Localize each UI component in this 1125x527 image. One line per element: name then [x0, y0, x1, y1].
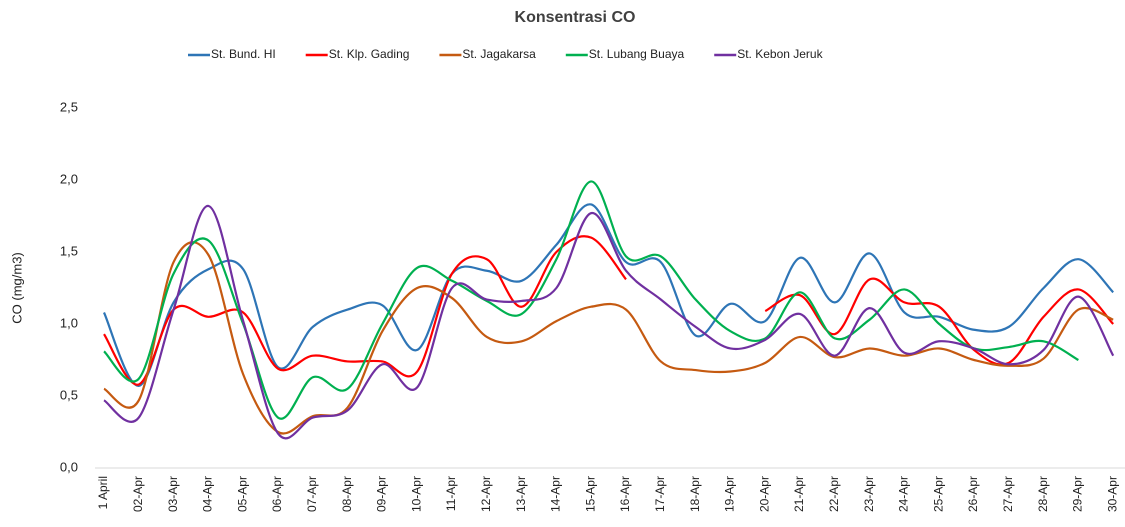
x-tick-label: 14-Apr: [549, 476, 563, 512]
x-tick-label: 27-Apr: [1001, 476, 1015, 512]
x-tick-label: 07-Apr: [305, 476, 319, 512]
x-tick-label: 20-Apr: [757, 476, 771, 512]
legend-label: St. Kebon Jeruk: [737, 47, 823, 61]
x-tick-label: 13-Apr: [514, 476, 528, 512]
x-tick-label: 15-Apr: [583, 476, 597, 512]
x-tick-label: 12-Apr: [479, 476, 493, 512]
x-tick-label: 18-Apr: [688, 476, 702, 512]
x-tick-label: 06-Apr: [270, 476, 284, 512]
x-tick-label: 08-Apr: [340, 476, 354, 512]
x-tick-label: 17-Apr: [653, 476, 667, 512]
y-tick-label: 0,5: [60, 387, 78, 402]
y-tick-label: 1,0: [60, 315, 78, 330]
series-line: [103, 235, 627, 386]
x-tick-label: 29-Apr: [1071, 476, 1085, 512]
x-tick-label: 21-Apr: [792, 476, 806, 512]
legend-label: St. Lubang Buaya: [589, 47, 685, 61]
x-tick-label: 04-Apr: [201, 476, 215, 512]
x-tick-label: 22-Apr: [827, 476, 841, 512]
x-tick-label: 30-Apr: [1105, 476, 1119, 512]
series-line: [103, 204, 1115, 440]
legend-label: St. Jagakarsa: [462, 47, 536, 61]
series-line: [102, 203, 1114, 388]
x-tick-label: 26-Apr: [966, 476, 980, 512]
legend: St. Bund. HI St. Klp. Gading St. Jagakarsa…: [188, 47, 824, 61]
x-tick-label: 25-Apr: [931, 476, 945, 512]
x-tick-label: 24-Apr: [897, 476, 911, 512]
x-tick-label: 11-Apr: [444, 476, 458, 511]
y-tick-label: 2,5: [60, 99, 78, 114]
x-tick-label: 10-Apr: [409, 476, 423, 512]
x-tick-label: 28-Apr: [1036, 476, 1050, 512]
y-tick-label: 1,5: [60, 243, 78, 258]
y-tick-label: 0,0: [60, 459, 78, 474]
x-tick-label: 03-Apr: [166, 476, 180, 512]
legend-label: St. Klp. Gading: [329, 47, 410, 61]
legend-label: St. Bund. HI: [211, 47, 276, 61]
x-tick-label: 09-Apr: [375, 476, 389, 512]
x-tick-label: 16-Apr: [618, 476, 632, 512]
series-line: [103, 180, 1079, 420]
y-axis-label: CO (mg/m3): [9, 252, 24, 324]
y-tick-label: 2,0: [60, 171, 78, 186]
series-line: [103, 241, 1114, 435]
chart-title: Konsentrasi CO: [515, 9, 636, 26]
x-tick-label: 19-Apr: [723, 476, 737, 512]
x-tick-label: 23-Apr: [862, 476, 876, 512]
x-tick-label: 1 April: [96, 476, 110, 509]
x-tick-label: 05-Apr: [235, 476, 249, 512]
series-line: [764, 277, 1115, 366]
x-tick-label: 02-Apr: [131, 476, 145, 512]
